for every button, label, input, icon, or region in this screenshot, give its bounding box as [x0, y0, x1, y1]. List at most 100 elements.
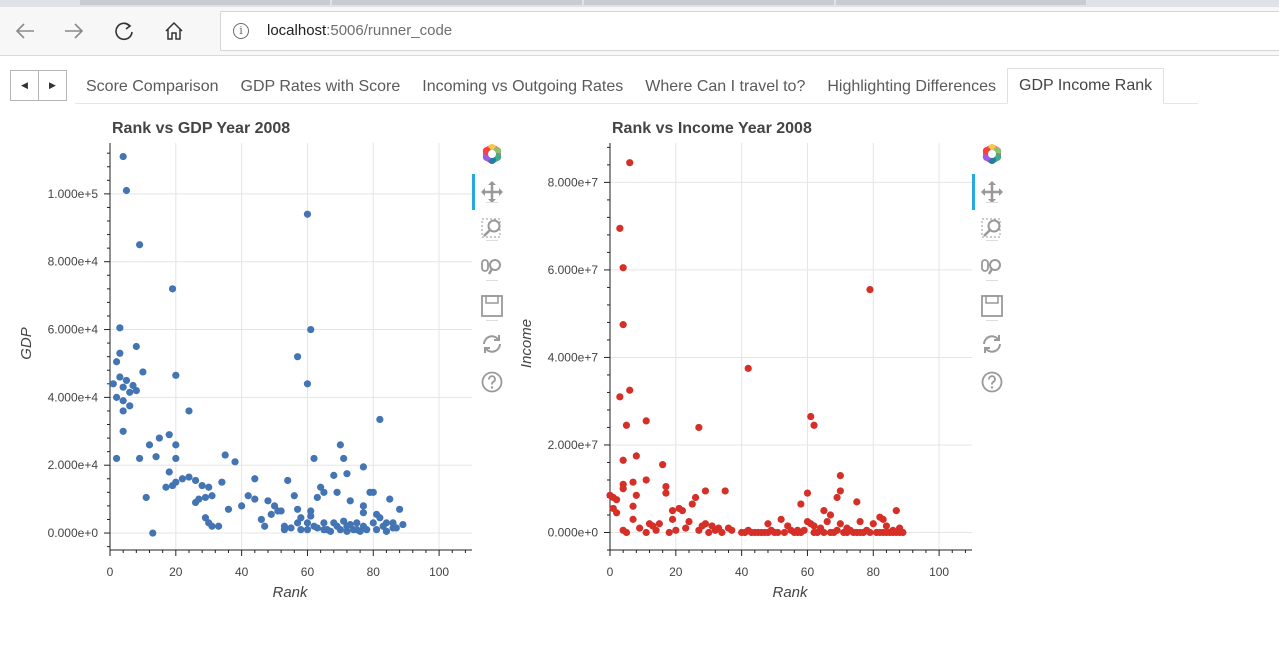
data-point [122, 376, 131, 385]
forward-arrow-icon[interactable] [58, 15, 90, 47]
data-point [879, 515, 887, 523]
tab-incoming-vs-outgoing-rates[interactable]: Incoming vs Outgoing Rates [422, 77, 624, 95]
toolbar-divider [986, 280, 998, 281]
data-point [307, 325, 315, 334]
data-point [238, 502, 246, 510]
y-tick-label: 8.000e+4 [48, 255, 99, 269]
data-point [320, 488, 328, 496]
data-point [215, 522, 223, 530]
data-point [185, 473, 193, 481]
data-point [359, 509, 367, 517]
data-point [317, 483, 325, 491]
data-point [168, 481, 177, 490]
tab-gdp-income-rank[interactable]: GDP Income Rank [1007, 68, 1165, 104]
data-point [287, 524, 295, 532]
data-point [668, 507, 677, 515]
data-point [112, 393, 121, 401]
data-point [691, 493, 700, 502]
reset-icon[interactable] [980, 332, 1004, 356]
url-text[interactable]: localhost:5006/runner_code [267, 22, 453, 39]
y-tick-label: 6.000e+7 [548, 263, 599, 277]
data-point [823, 517, 831, 526]
data-point [119, 383, 127, 391]
wheel-zoom-icon[interactable] [480, 254, 504, 278]
back-arrow-icon[interactable] [9, 15, 41, 47]
data-point [626, 386, 634, 394]
box-zoom-icon[interactable] [480, 216, 504, 240]
data-point [764, 520, 772, 528]
data-point [320, 519, 328, 527]
tab-highlighting-differences[interactable]: Highlighting Differences [827, 77, 997, 95]
info-icon[interactable]: i [233, 23, 249, 39]
data-point [343, 470, 351, 478]
box-zoom-icon[interactable] [980, 216, 1004, 240]
tab-scroll-right-button[interactable]: ▶ [38, 70, 67, 101]
tab-gdp-rates-with-score[interactable]: GDP Rates with Score [240, 77, 401, 95]
gdp-scatter-plot[interactable]: Rank vs GDP Year 2008 0 20 40 60 80 100 0.000e+… [0, 110, 520, 610]
data-point [172, 454, 180, 463]
reset-icon[interactable] [480, 332, 504, 356]
data-point [165, 431, 173, 439]
y-tick-label: 2.000e+7 [548, 438, 599, 452]
data-point [195, 495, 203, 503]
data-point [813, 528, 821, 537]
toolbar-divider [486, 240, 498, 241]
pan-icon[interactable] [980, 180, 1004, 204]
help-icon[interactable] [980, 370, 1004, 394]
tab-where-can-i-travel-to[interactable]: Where Can I travel to? [645, 77, 806, 95]
data-point [820, 528, 828, 537]
tabs-divider [75, 103, 1198, 104]
save-icon[interactable] [480, 294, 504, 318]
data-point [642, 528, 650, 537]
data-point [221, 451, 229, 459]
data-point [336, 441, 344, 449]
data-point [293, 505, 302, 513]
browser-tab[interactable] [80, 0, 330, 5]
income-scatter-plot[interactable]: Rank vs Income Year 2008 0 20 40 60 80 100 0.00… [500, 110, 1020, 610]
address-bar[interactable]: i localhost:5006/runner_code [220, 11, 1279, 51]
data-point [632, 491, 640, 499]
data-point [129, 381, 137, 390]
data-point [145, 441, 154, 449]
data-point [793, 526, 802, 534]
chart-title: Rank vs Income Year 2008 [612, 120, 812, 137]
data-point [810, 522, 818, 530]
data-point [655, 520, 663, 528]
data-point [899, 528, 907, 537]
data-point [688, 500, 696, 508]
data-point [149, 529, 157, 537]
wheel-zoom-icon[interactable] [980, 254, 1004, 278]
data-point [389, 524, 397, 532]
x-tick-label: 100 [429, 565, 449, 579]
x-tick-label: 60 [301, 565, 315, 579]
reload-icon[interactable] [108, 15, 140, 47]
data-point [803, 489, 812, 497]
data-point [165, 468, 173, 476]
data-point [274, 507, 282, 515]
data-point [330, 471, 338, 479]
home-icon[interactable] [158, 15, 190, 47]
data-point [836, 487, 844, 495]
data-point [320, 526, 328, 534]
data-point [376, 415, 384, 424]
data-point [119, 427, 127, 435]
data-point [231, 458, 239, 466]
data-point [224, 505, 233, 513]
pan-icon[interactable] [480, 180, 504, 204]
data-point [833, 493, 841, 502]
data-point [695, 423, 703, 432]
data-point [866, 286, 874, 294]
plot-toolbar [972, 140, 1012, 400]
browser-tab[interactable] [584, 0, 834, 5]
data-point [386, 495, 394, 503]
data-point [172, 371, 180, 379]
data-points [109, 152, 407, 537]
toolbar-divider [486, 280, 498, 281]
tab-scroll-left-button[interactable]: ◀ [10, 70, 39, 101]
browser-tab[interactable] [836, 0, 1086, 5]
data-point [622, 528, 631, 537]
browser-tab[interactable] [332, 0, 582, 5]
tab-score-comparison[interactable]: Score Comparison [86, 77, 219, 95]
help-icon[interactable] [480, 370, 504, 394]
save-icon[interactable] [980, 294, 1004, 318]
